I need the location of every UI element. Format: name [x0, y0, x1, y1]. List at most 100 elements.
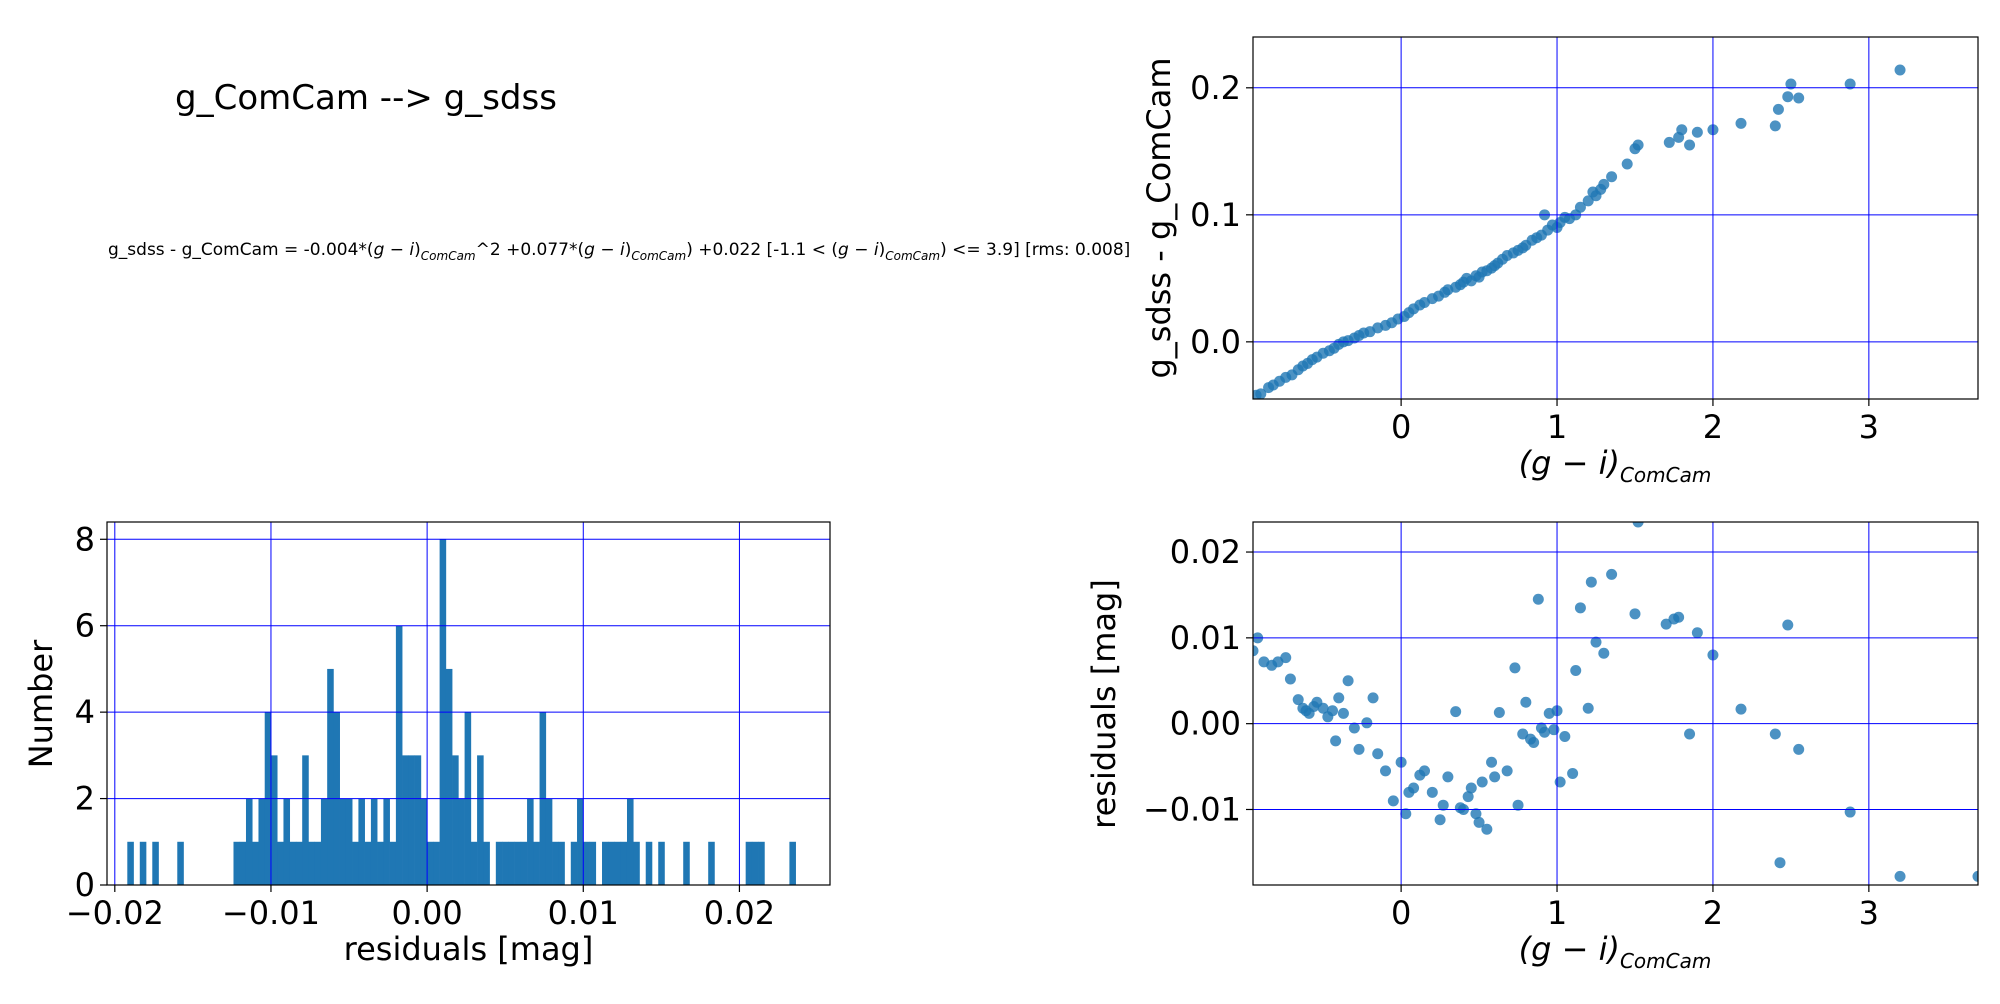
histogram-bar	[233, 841, 241, 885]
histogram-bar	[270, 755, 278, 885]
data-point	[1582, 702, 1594, 714]
histogram-bar	[789, 841, 796, 885]
data-point	[1253, 645, 1259, 657]
data-point	[1520, 696, 1532, 708]
data-point	[1548, 724, 1560, 736]
color-term-ylabel: g_sdss - g_ComCam	[1140, 57, 1178, 378]
histogram-panel: −0.02 −0.01 0.00 0.01 0.02 0 2 4 6 8 Number residua…	[22, 520, 831, 968]
histogram-bar	[377, 841, 384, 885]
color-term-plot-area	[1253, 37, 1978, 399]
histogram-bar	[414, 755, 422, 885]
y-tick-label: 0.00	[1170, 705, 1241, 743]
x-tick-label: −0.02	[66, 894, 164, 932]
data-point	[1442, 771, 1454, 783]
histogram-bar	[527, 798, 534, 885]
eq-sub-3: ComCam	[885, 249, 940, 263]
histogram-bar	[152, 841, 159, 885]
eq-p4: ) <= 3.9] [rms: 0.008]	[940, 240, 1130, 260]
x-tick-label: 2	[1703, 894, 1723, 932]
color-term-frame	[1252, 36, 1979, 400]
data-point	[1517, 728, 1529, 740]
data-point	[1894, 870, 1906, 882]
residual-histogram-xlabel: residuals [mag]	[344, 930, 594, 968]
data-point	[1528, 737, 1540, 749]
histogram-bar	[389, 841, 397, 885]
eq-p1c: )	[879, 240, 886, 260]
y-tick-label: 2	[75, 780, 95, 818]
histogram-bar	[277, 841, 284, 885]
histogram-bar	[708, 841, 715, 885]
y-tick-label: 0.1	[1190, 196, 1241, 234]
histogram-bar	[483, 841, 490, 885]
histogram-bar	[370, 798, 378, 885]
data-point	[1337, 707, 1349, 719]
x-tick-label: 0.02	[704, 894, 775, 932]
eq-p3: ) +0.022 [-1.1 < (	[686, 240, 838, 260]
data-point	[1489, 771, 1501, 783]
y-tick-label: 6	[75, 607, 95, 645]
histogram-bar	[314, 841, 322, 885]
data-point	[1567, 767, 1579, 779]
histogram-bar	[520, 841, 528, 885]
color-term-panel: 0 1 2 3 0.0 0.1 0.2 g_sdss - g_ComCam	[1140, 36, 1979, 446]
eq-prefix: g_sdss - g_ComCam = -0.004*(	[108, 240, 374, 260]
x-tick-label: 2	[1703, 408, 1723, 446]
data-point	[1570, 664, 1582, 676]
histogram-bar	[508, 841, 515, 885]
data-point	[1532, 593, 1544, 605]
data-point	[1559, 731, 1571, 743]
data-point	[1772, 103, 1784, 115]
residual-histogram-frame	[106, 521, 831, 886]
histogram-bar	[570, 841, 578, 885]
data-point	[1684, 139, 1696, 151]
histogram-bar	[658, 841, 665, 885]
eq-p1a: )	[414, 240, 421, 260]
histogram-bar	[751, 841, 759, 885]
data-point	[1676, 124, 1688, 136]
data-point	[1660, 618, 1672, 630]
histogram-bar	[402, 755, 409, 885]
data-point	[1972, 870, 1978, 882]
histogram-bar	[602, 841, 609, 885]
data-point	[1598, 647, 1610, 659]
residuals-vs-color-plot-area	[1253, 522, 1978, 885]
data-point	[1348, 722, 1360, 734]
y-tick-label: −0.01	[1143, 790, 1241, 828]
histogram-bar	[533, 841, 540, 885]
data-point	[1691, 126, 1703, 138]
histogram-bar	[433, 841, 440, 885]
residual-histogram-plot-area	[107, 522, 830, 885]
histogram-bar	[358, 798, 365, 885]
data-point	[1663, 136, 1675, 148]
histogram-bar	[252, 841, 259, 885]
color-term-xlabel: (g − i)ComCam	[1519, 444, 1712, 487]
eq-var-1: g − i	[374, 240, 415, 260]
x-tick-label: 1	[1547, 408, 1567, 446]
histogram-bar	[352, 841, 359, 885]
data-point	[1793, 743, 1805, 755]
histogram-bar	[683, 841, 690, 885]
data-point	[1539, 726, 1551, 738]
data-point	[1437, 799, 1449, 811]
histogram-bar	[645, 841, 653, 885]
x-tick-label: −0.01	[222, 894, 320, 932]
eq-sub-1: ComCam	[421, 249, 476, 263]
data-point	[1419, 765, 1431, 777]
x-tick-label: 0	[1391, 894, 1411, 932]
eq-var-3: g − i	[838, 240, 879, 260]
histogram-bar	[289, 841, 297, 885]
histogram-bar	[470, 841, 478, 885]
histogram-bar	[633, 841, 640, 885]
residuals-vs-color-ylabel: residuals [mag]	[1085, 579, 1123, 829]
data-point	[1284, 673, 1296, 685]
data-point	[1473, 816, 1485, 828]
y-tick-label: 4	[75, 693, 95, 731]
residuals-vs-color-frame	[1252, 521, 1979, 886]
data-point	[1280, 652, 1292, 664]
histogram-bar	[420, 798, 428, 885]
data-point	[1255, 388, 1267, 399]
x-tick-label: 3	[1859, 408, 1879, 446]
x-tick-label: 3	[1859, 894, 1879, 932]
histogram-bar	[445, 668, 453, 885]
